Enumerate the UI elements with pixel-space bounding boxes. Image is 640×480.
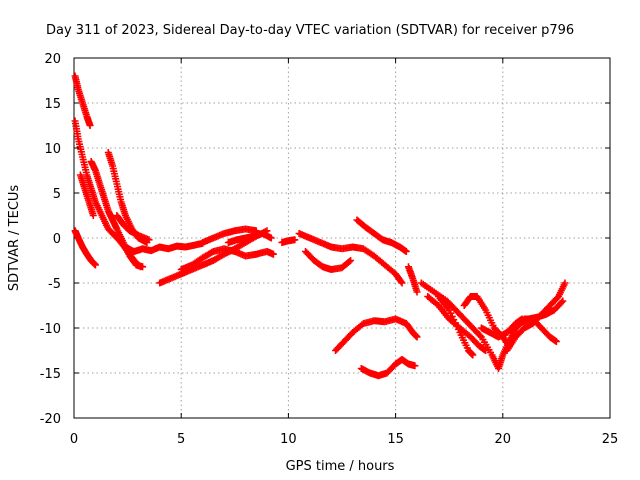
y-axis-label: SDTVAR / TECUs <box>7 185 22 292</box>
x-axis-label: GPS time / hours <box>286 459 395 474</box>
data-point <box>451 319 459 327</box>
data-point <box>402 248 410 255</box>
series-track-12 <box>224 230 275 246</box>
data-series <box>71 72 569 380</box>
data-point <box>482 347 490 354</box>
series-track-03 <box>71 227 99 269</box>
x-tick-labels: 0 5 10 15 20 25 <box>70 432 618 447</box>
y-tick-label: 10 <box>44 142 61 157</box>
x-tick-label: 0 <box>70 432 78 447</box>
series-track-24 <box>503 279 569 354</box>
data-point <box>453 322 461 330</box>
y-tick-label: 0 <box>53 232 61 247</box>
series-track-01 <box>71 72 94 129</box>
data-point <box>448 312 456 320</box>
grid-lines <box>74 58 610 418</box>
x-tick-label: 5 <box>177 432 185 447</box>
data-point <box>136 263 144 271</box>
data-point <box>291 236 299 244</box>
x-tick-label: 25 <box>602 432 619 447</box>
data-point <box>413 333 421 341</box>
series-track-10 <box>177 245 277 273</box>
y-tick-label: 15 <box>44 97 61 112</box>
data-point <box>445 306 453 314</box>
series-track-16 <box>353 216 410 255</box>
data-point <box>411 362 419 370</box>
series-track-07 <box>113 212 153 244</box>
x-tick-label: 10 <box>280 432 297 447</box>
series-track-15 <box>302 248 355 273</box>
data-point <box>561 279 569 287</box>
data-point <box>413 288 421 296</box>
series-track-04 <box>76 171 97 219</box>
x-tick-label: 15 <box>387 432 404 447</box>
series-track-14 <box>295 230 406 287</box>
data-point <box>269 250 277 258</box>
data-point <box>469 351 477 359</box>
data-point <box>145 236 153 244</box>
series-track-08 <box>117 239 144 271</box>
data-point <box>267 234 275 242</box>
data-point <box>345 258 353 266</box>
y-tick-label: -15 <box>40 367 61 382</box>
series-track-11 <box>199 225 260 246</box>
data-point <box>89 212 97 219</box>
y-tick-label: -20 <box>40 412 61 427</box>
data-point <box>518 315 526 323</box>
series-track-23 <box>434 293 477 359</box>
data-point <box>347 257 355 264</box>
y-tick-label: 5 <box>53 187 61 202</box>
series-track-26 <box>477 315 526 341</box>
data-point <box>86 122 94 129</box>
data-point <box>558 298 566 306</box>
data-point <box>559 297 567 305</box>
data-point <box>450 316 458 324</box>
series-track-17 <box>332 315 421 354</box>
data-point <box>136 262 144 270</box>
y-tick-label: 20 <box>44 52 61 67</box>
series-track-18 <box>357 356 419 380</box>
data-point <box>552 338 560 345</box>
y-tick-label: -10 <box>40 322 61 337</box>
data-point <box>398 279 406 287</box>
chart-title: Day 311 of 2023, Sidereal Day-to-day VTE… <box>46 23 574 38</box>
data-point <box>454 325 462 333</box>
data-point <box>447 309 455 317</box>
y-tick-label: -5 <box>48 277 61 292</box>
y-tick-labels: 20 15 10 5 0 -5 -10 -15 -20 <box>40 52 61 427</box>
data-point <box>91 261 99 269</box>
x-tick-label: 20 <box>495 432 512 447</box>
data-point <box>476 332 484 340</box>
data-point <box>397 278 405 286</box>
series-track-13 <box>278 236 299 246</box>
series-track-25 <box>507 297 567 336</box>
series-track-19 <box>404 263 421 296</box>
axis-ticks <box>73 57 611 419</box>
